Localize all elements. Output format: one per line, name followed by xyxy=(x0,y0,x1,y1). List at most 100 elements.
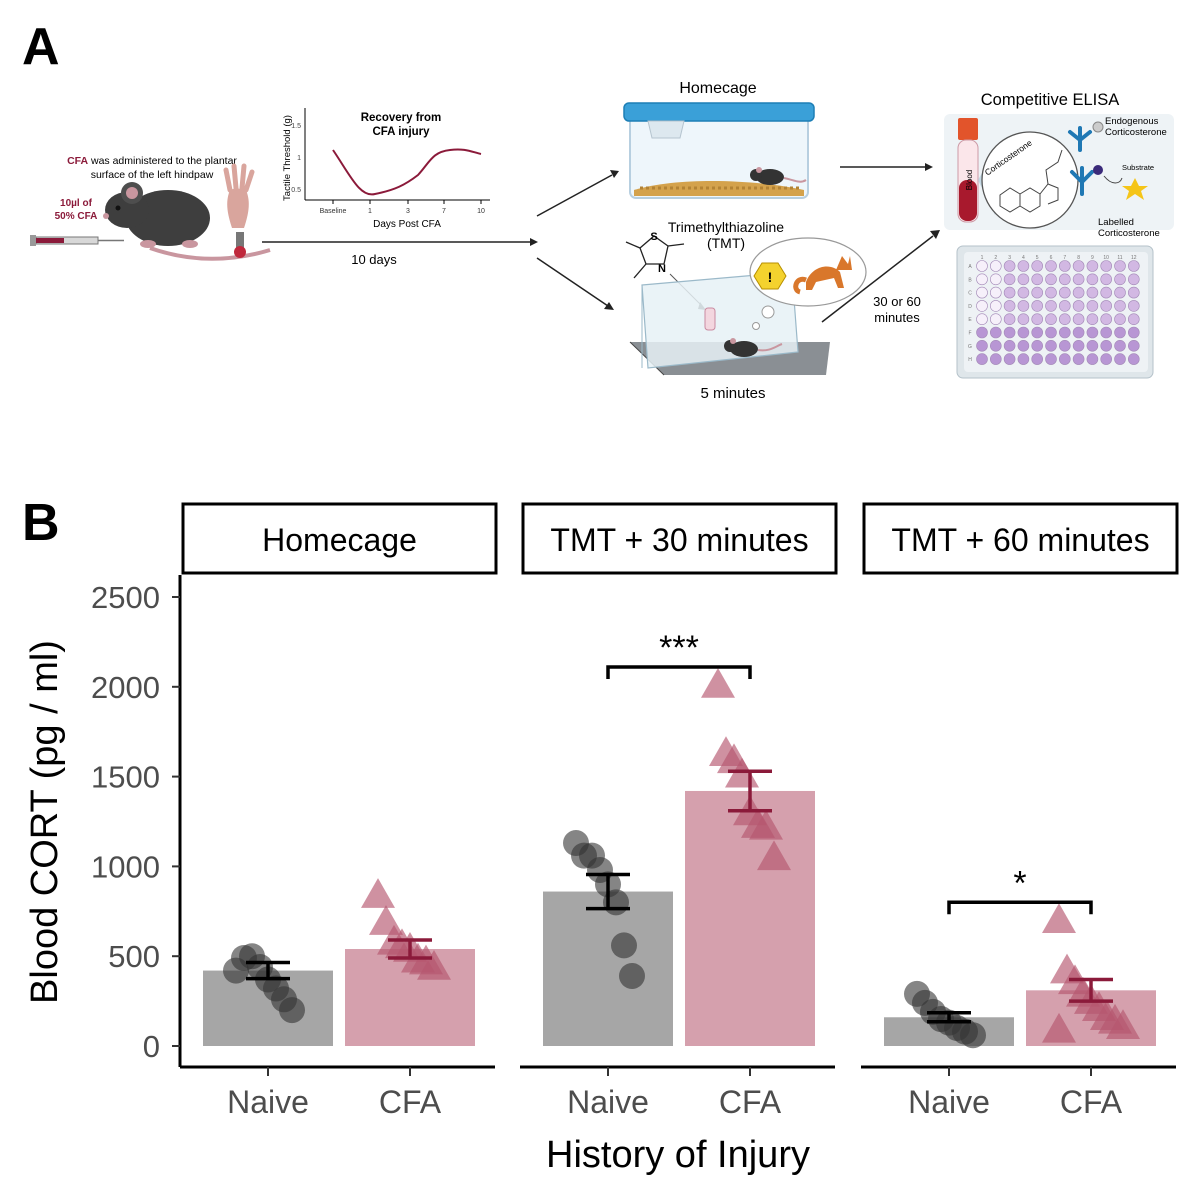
plate-well xyxy=(1031,339,1043,352)
plate-well xyxy=(1031,260,1043,272)
plate-row-label: C xyxy=(968,291,972,297)
chart-xlabel: History of Injury xyxy=(546,1134,810,1176)
cfa-note-rest: was administered to the plantar xyxy=(88,155,237,167)
plate-well xyxy=(1086,339,1099,352)
data-point-cfa xyxy=(1042,1012,1076,1043)
cfa-note-highlight: CFA xyxy=(67,155,88,167)
y-tick-label: 1500 xyxy=(91,760,160,795)
plate-well xyxy=(1128,326,1140,339)
data-point-cfa xyxy=(369,905,403,935)
y-tick-label: 2000 xyxy=(91,670,160,705)
data-point-cfa xyxy=(361,878,395,908)
elisa-card: Blood Corticosterone Endogenous Corticos… xyxy=(944,114,1174,239)
plate-col-label: 3 xyxy=(1008,255,1011,261)
plate-well xyxy=(976,353,988,365)
plate-col-label: 7 xyxy=(1063,255,1066,261)
plate-well xyxy=(976,339,988,352)
x-tick-label: Naive xyxy=(227,1084,309,1120)
plate-well xyxy=(1059,326,1071,339)
error-bar-cfa xyxy=(728,769,772,813)
plate-row-label: G xyxy=(968,344,972,350)
tmt-ring-s: S xyxy=(650,231,657,243)
plate-well xyxy=(1128,300,1140,312)
plate-well xyxy=(1072,260,1085,272)
arrow-tmt-to-elisa xyxy=(821,235,934,323)
plate-well xyxy=(1086,273,1099,286)
recovery-x-tick-label: 3 xyxy=(406,208,410,215)
plate-row-label: A xyxy=(968,264,972,270)
cfa-note: CFA was administered to the plantar xyxy=(67,155,237,167)
plate-well xyxy=(1045,273,1057,286)
plate-col-label: 6 xyxy=(1050,255,1053,261)
facet-3: TMT + 60 minutes Naive CFA * xyxy=(861,502,1179,1120)
svg-text:0.5: 0.5 xyxy=(291,187,301,194)
plate-col-label: 12 xyxy=(1131,255,1137,261)
plate-well xyxy=(1128,260,1140,272)
fox-icon xyxy=(793,256,852,295)
plate-col-label: 4 xyxy=(1022,255,1025,261)
plate-col-label: 1 xyxy=(981,255,984,261)
plate-well xyxy=(1031,286,1043,299)
recovery-x-tick-label: 7 xyxy=(442,208,446,215)
plate-col-label: 9 xyxy=(1091,255,1094,261)
plate-well xyxy=(1072,273,1085,286)
plate-well xyxy=(1072,353,1085,365)
ten-days-label: 10 days xyxy=(351,252,397,267)
plate-well xyxy=(1031,313,1043,326)
plate-well xyxy=(1100,300,1112,312)
substrate-star-icon xyxy=(1122,178,1148,200)
plate-well xyxy=(1017,286,1030,299)
facet-strip xyxy=(521,502,838,575)
plate-well xyxy=(1017,273,1030,286)
plate-well xyxy=(1017,339,1030,352)
plate-well xyxy=(1072,326,1085,339)
plate-well xyxy=(976,260,988,272)
x-tick-label: Naive xyxy=(908,1084,990,1120)
blood-tube-label: Blood xyxy=(965,170,974,190)
y-tick-label: 0 xyxy=(143,1029,160,1064)
plate-well xyxy=(1003,273,1016,286)
plate-row-label: F xyxy=(968,331,971,337)
plate-well xyxy=(1086,300,1099,312)
homecage-label: Homecage xyxy=(679,80,756,97)
data-point-naive xyxy=(611,932,637,959)
endogenous-label-1: Endogenous xyxy=(1105,116,1159,127)
plate-well xyxy=(1059,273,1071,286)
plate-well xyxy=(1128,313,1140,326)
plate-well xyxy=(1072,339,1085,352)
plate-well xyxy=(976,286,988,299)
plate-well xyxy=(989,313,1002,326)
plate-well xyxy=(989,339,1002,352)
x-tick-label: CFA xyxy=(1060,1084,1123,1120)
plate-well xyxy=(1072,300,1085,312)
significance-bracket xyxy=(947,900,1093,915)
plate-well xyxy=(989,326,1002,339)
data-point-naive xyxy=(279,997,305,1024)
plate-well xyxy=(1003,286,1016,299)
plate-well xyxy=(1003,260,1016,272)
plate-well xyxy=(1086,313,1099,326)
homecage-box xyxy=(623,102,815,199)
recovery-title-2: CFA injury xyxy=(372,126,430,138)
plate-well xyxy=(976,273,988,286)
facet-2: TMT + 30 minutes Naive CFA *** xyxy=(520,502,838,1120)
y-tick-label: 2500 xyxy=(91,580,160,615)
plate-well xyxy=(1100,286,1112,299)
recovery-x-ticks: Baseline 1 3 7 10 xyxy=(320,200,485,215)
dose-line1: 10µl of xyxy=(60,198,93,209)
svg-text:1: 1 xyxy=(297,155,301,162)
plate-col-label: 2 xyxy=(994,255,997,261)
facet-strip-label: Homecage xyxy=(262,522,417,558)
plate-well xyxy=(1045,339,1057,352)
recovery-title-1: Recovery from xyxy=(361,112,442,124)
plate-well xyxy=(1045,353,1057,365)
plate-well xyxy=(1100,313,1112,326)
tmt-arena xyxy=(629,271,830,376)
plate-well xyxy=(1086,353,1099,365)
plate-well xyxy=(1086,326,1099,339)
plate-well xyxy=(1045,286,1057,299)
mouse-illustration xyxy=(103,182,271,261)
plate-well xyxy=(1128,353,1140,365)
data-point-naive xyxy=(960,1022,986,1049)
